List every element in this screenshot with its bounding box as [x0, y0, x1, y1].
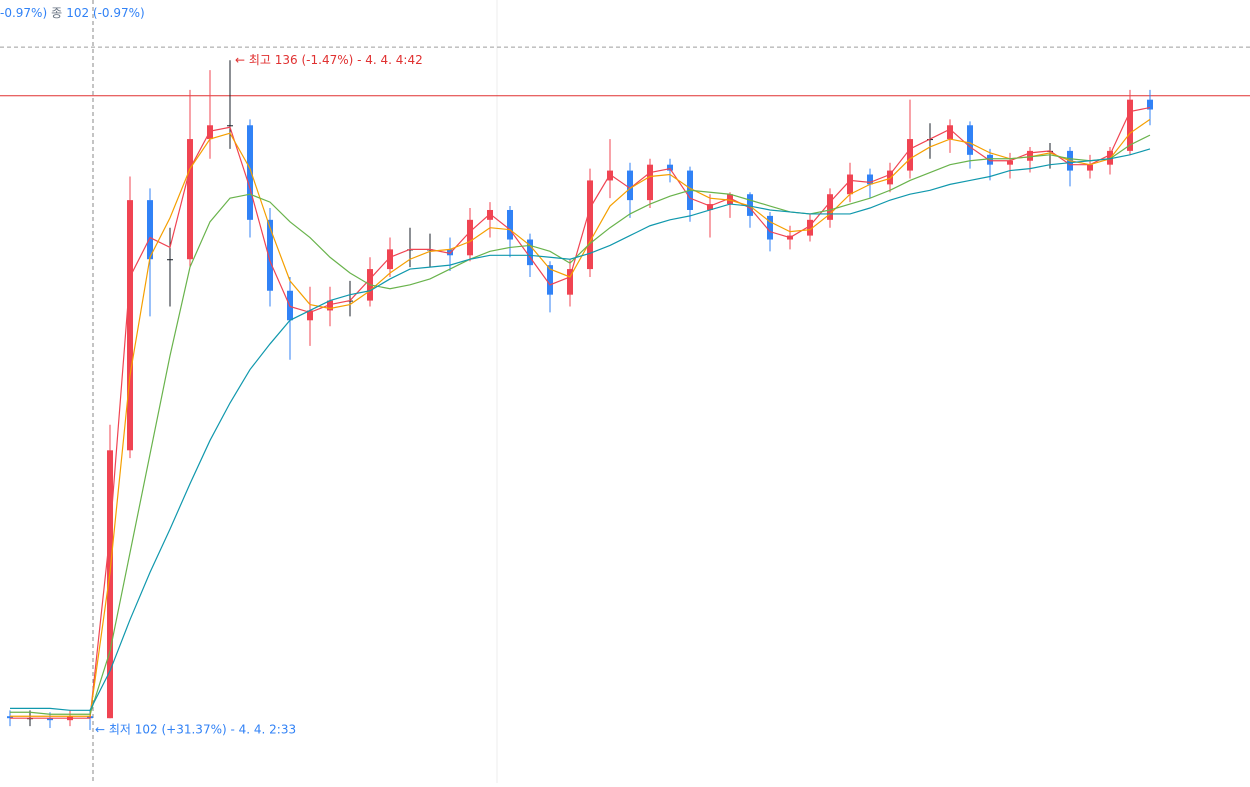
candle-body	[707, 204, 713, 210]
candle-body	[1087, 164, 1093, 171]
moving-average	[10, 106, 1151, 719]
candle-body	[1027, 150, 1033, 161]
candle-body	[547, 265, 553, 295]
header-part: 102 (-0.97%)	[66, 6, 145, 20]
moving-average	[10, 148, 1151, 711]
candle-body	[867, 174, 873, 185]
candle-body	[127, 200, 133, 451]
candle-body	[947, 125, 953, 140]
candle-body	[767, 215, 773, 240]
candle-body	[507, 209, 513, 240]
candle-body	[747, 194, 753, 216]
candle-body	[467, 219, 473, 256]
header: -0.97%) 종 102 (-0.97%)	[0, 6, 145, 20]
candle-body	[987, 154, 993, 165]
candle-body	[267, 219, 273, 291]
plot	[0, 46, 1250, 731]
candle-body	[567, 269, 573, 295]
candle-body	[967, 125, 973, 155]
candle-body	[247, 125, 253, 220]
annotation: ← 최고 136 (-1.47%) - 4. 4. 4:42	[235, 53, 423, 67]
candle-body	[487, 209, 493, 220]
candle-body	[307, 310, 313, 321]
candle-body	[167, 259, 173, 261]
candle-body	[1007, 160, 1013, 165]
candle-body	[147, 200, 153, 260]
candle-body	[7, 716, 13, 719]
candle-body	[107, 450, 113, 719]
candle-body	[647, 164, 653, 201]
candle-body	[807, 219, 813, 236]
candle-body	[1107, 150, 1113, 165]
candle-body	[727, 194, 733, 205]
candle-body	[387, 249, 393, 270]
moving-average	[10, 118, 1151, 717]
candle-body	[47, 718, 53, 721]
moving-average	[10, 134, 1151, 715]
header-part: 종	[51, 6, 62, 20]
annotation: ← 최저 102 (+31.37%) - 4. 4. 2:33	[95, 723, 296, 737]
candle-body	[527, 239, 533, 266]
candle-body	[907, 139, 913, 171]
candle-body	[627, 170, 633, 201]
candle-body	[587, 180, 593, 270]
candle-body	[1127, 99, 1133, 151]
candle-body	[187, 139, 193, 260]
candle-body	[847, 174, 853, 195]
candle-body	[227, 125, 233, 127]
candle-body	[667, 164, 673, 171]
header-part: -0.97%)	[0, 6, 47, 20]
candle-body	[447, 249, 453, 256]
candle-body	[827, 194, 833, 220]
candle-body	[1147, 99, 1153, 110]
candle-body	[327, 300, 333, 311]
candle-body	[887, 170, 893, 185]
